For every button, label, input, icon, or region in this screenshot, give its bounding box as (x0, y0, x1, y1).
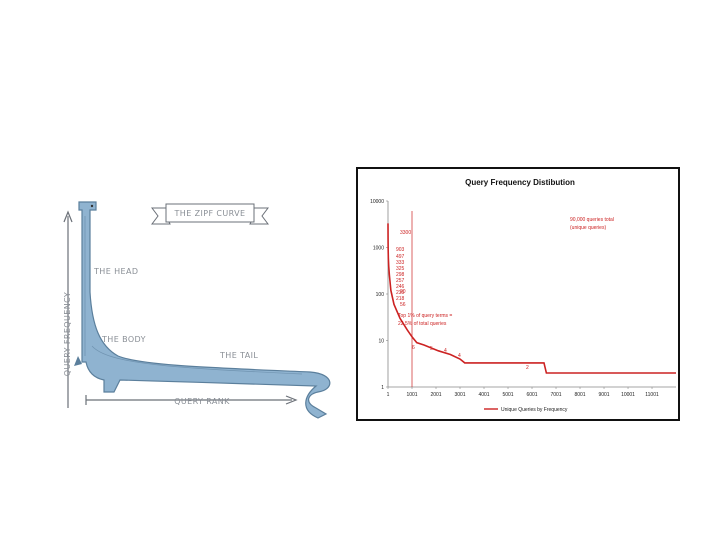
point-label: 298 (396, 272, 405, 278)
annotation-top-line2: 22.5% of total queries (398, 321, 447, 327)
annotation-total-line1: 90,000 queries total (570, 217, 614, 223)
point-label: 325 (396, 266, 405, 272)
x-tick-label: 10001 (621, 392, 635, 398)
chart-title: Query Frequency Distibution (465, 178, 575, 187)
y-tick-label: 10000 (370, 199, 384, 205)
x-tick-label: 8001 (574, 392, 585, 398)
zipf-label-body: THE BODY (101, 335, 146, 344)
point-label: 235 (396, 290, 405, 296)
zipf-y-arrowhead (63, 210, 73, 223)
x-tick-label: 5001 (502, 392, 513, 398)
point-label: 56 (400, 302, 406, 308)
y-tick-label: 1000 (373, 245, 384, 251)
point-label: 4 (458, 353, 461, 359)
point-label: 4 (444, 348, 447, 354)
zipf-creature (74, 201, 331, 419)
point-label: 257 (396, 278, 405, 284)
point-label: 903 (396, 247, 405, 253)
x-tick-label: 1 (387, 392, 390, 398)
point-label: 3300 (400, 230, 411, 236)
y-tick-label: 10 (378, 338, 384, 344)
x-tick-label: 1001 (406, 392, 417, 398)
y-tick-label: 100 (376, 292, 385, 298)
zipf-x-arrowhead (285, 395, 298, 405)
point-label: 2 (526, 365, 529, 371)
zipf-y-label: QUERY FREQUENCY (63, 292, 72, 376)
chart-svg: Query Frequency Distibution 10000 1000 100… (370, 178, 676, 413)
zipf-banner-text: THE ZIPF CURVE (174, 209, 246, 218)
x-tick-label: 3001 (454, 392, 465, 398)
point-label: 5 (430, 346, 433, 352)
x-tick-label: 6001 (526, 392, 537, 398)
y-tick-label: 1 (381, 385, 384, 391)
point-label: 218 (396, 296, 405, 302)
point-label: 246 (396, 284, 405, 290)
point-label: 333 (396, 260, 405, 266)
zipf-banner: THE ZIPF CURVE (151, 203, 269, 225)
x-tick-label: 11001 (645, 392, 659, 398)
series-line (387, 223, 676, 374)
point-label: 6 (412, 345, 415, 351)
point-label: 20 (400, 289, 406, 295)
zipf-label-tail: THE TAIL (219, 351, 258, 360)
annotation-top-line1: Top 1% of query terms = (398, 313, 452, 319)
x-tick-label: 9001 (598, 392, 609, 398)
x-tick-label: 2001 (430, 392, 441, 398)
zipf-illustration: QUERY FREQUENCY QUERY RANK THE ZIPF CURV… (63, 201, 331, 419)
zipf-x-label: QUERY RANK (174, 397, 230, 406)
zipf-label-head: THE HEAD (93, 267, 138, 276)
point-label: 497 (396, 254, 405, 260)
x-tick-label: 7001 (550, 392, 561, 398)
chart-frame: Query Frequency Distibution 10000 1000 100… (356, 167, 680, 421)
annotation-total-line2: (unique queries) (570, 225, 606, 231)
x-tick-label: 4001 (478, 392, 489, 398)
legend-label: Unique Queries by Frequency (501, 407, 568, 413)
